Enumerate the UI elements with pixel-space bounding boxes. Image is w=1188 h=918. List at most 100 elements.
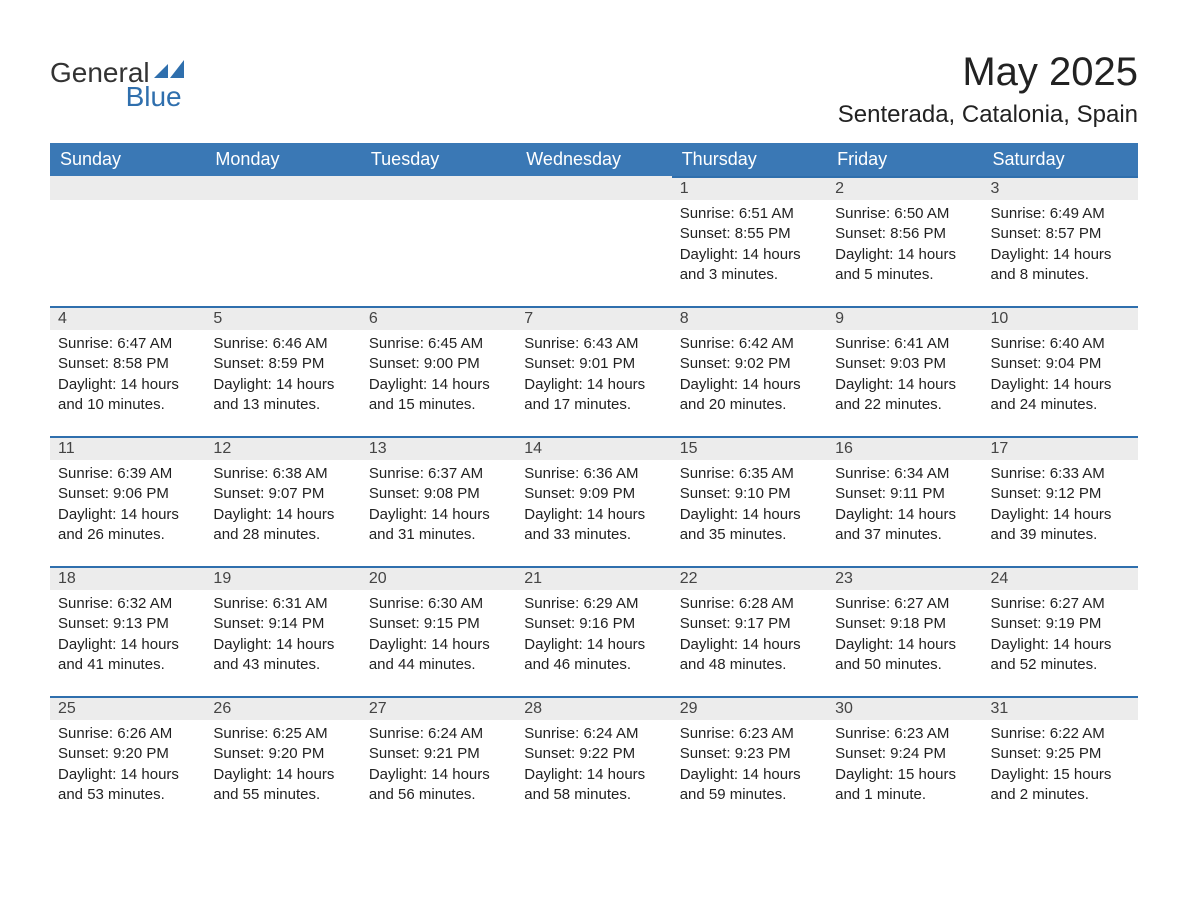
day-details: Sunrise: 6:31 AMSunset: 9:14 PMDaylight:…	[205, 590, 360, 683]
calendar-cell	[50, 176, 205, 306]
sunset-text: Sunset: 9:03 PM	[835, 354, 974, 374]
day-details: Sunrise: 6:24 AMSunset: 9:21 PMDaylight:…	[361, 720, 516, 813]
daylight-text: Daylight: 14 hours and 55 minutes.	[213, 765, 352, 806]
sunset-text: Sunset: 9:17 PM	[680, 614, 819, 634]
sunset-text: Sunset: 8:58 PM	[58, 354, 197, 374]
sunrise-text: Sunrise: 6:35 AM	[680, 464, 819, 484]
empty-day	[361, 176, 516, 200]
sunrise-text: Sunrise: 6:36 AM	[524, 464, 663, 484]
calendar-cell: 30Sunrise: 6:23 AMSunset: 9:24 PMDayligh…	[827, 696, 982, 826]
sunset-text: Sunset: 9:11 PM	[835, 484, 974, 504]
sunset-text: Sunset: 8:56 PM	[835, 224, 974, 244]
daylight-text: Daylight: 14 hours and 59 minutes.	[680, 765, 819, 806]
calendar-cell: 5Sunrise: 6:46 AMSunset: 8:59 PMDaylight…	[205, 306, 360, 436]
daylight-text: Daylight: 14 hours and 10 minutes.	[58, 375, 197, 416]
calendar-cell: 2Sunrise: 6:50 AMSunset: 8:56 PMDaylight…	[827, 176, 982, 306]
calendar-cell	[516, 176, 671, 306]
day-details: Sunrise: 6:29 AMSunset: 9:16 PMDaylight:…	[516, 590, 671, 683]
day-number: 22	[672, 566, 827, 590]
sunrise-text: Sunrise: 6:24 AM	[369, 724, 508, 744]
daylight-text: Daylight: 14 hours and 52 minutes.	[991, 635, 1130, 676]
daylight-text: Daylight: 14 hours and 41 minutes.	[58, 635, 197, 676]
logo: General Blue	[50, 55, 184, 111]
daylight-text: Daylight: 14 hours and 43 minutes.	[213, 635, 352, 676]
day-details: Sunrise: 6:39 AMSunset: 9:06 PMDaylight:…	[50, 460, 205, 553]
header: May 2025 Senterada, Catalonia, Spain	[50, 50, 1138, 129]
day-details: Sunrise: 6:50 AMSunset: 8:56 PMDaylight:…	[827, 200, 982, 293]
day-number: 9	[827, 306, 982, 330]
sunrise-text: Sunrise: 6:51 AM	[680, 204, 819, 224]
daylight-text: Daylight: 14 hours and 20 minutes.	[680, 375, 819, 416]
daylight-text: Daylight: 15 hours and 2 minutes.	[991, 765, 1130, 806]
day-details: Sunrise: 6:40 AMSunset: 9:04 PMDaylight:…	[983, 330, 1138, 423]
day-number: 16	[827, 436, 982, 460]
sunrise-text: Sunrise: 6:46 AM	[213, 334, 352, 354]
sunset-text: Sunset: 8:55 PM	[680, 224, 819, 244]
sunrise-text: Sunrise: 6:24 AM	[524, 724, 663, 744]
day-number: 25	[50, 696, 205, 720]
calendar-cell: 3Sunrise: 6:49 AMSunset: 8:57 PMDaylight…	[983, 176, 1138, 306]
day-number: 8	[672, 306, 827, 330]
day-details: Sunrise: 6:38 AMSunset: 9:07 PMDaylight:…	[205, 460, 360, 553]
calendar-cell: 15Sunrise: 6:35 AMSunset: 9:10 PMDayligh…	[672, 436, 827, 566]
sunrise-text: Sunrise: 6:32 AM	[58, 594, 197, 614]
day-details: Sunrise: 6:36 AMSunset: 9:09 PMDaylight:…	[516, 460, 671, 553]
sunset-text: Sunset: 8:59 PM	[213, 354, 352, 374]
weekday-header-row: Sunday Monday Tuesday Wednesday Thursday…	[50, 143, 1138, 176]
sunrise-text: Sunrise: 6:27 AM	[991, 594, 1130, 614]
day-details: Sunrise: 6:49 AMSunset: 8:57 PMDaylight:…	[983, 200, 1138, 293]
empty-day	[516, 176, 671, 200]
day-number: 28	[516, 696, 671, 720]
sunset-text: Sunset: 9:09 PM	[524, 484, 663, 504]
sunrise-text: Sunrise: 6:39 AM	[58, 464, 197, 484]
calendar-cell: 20Sunrise: 6:30 AMSunset: 9:15 PMDayligh…	[361, 566, 516, 696]
day-details: Sunrise: 6:33 AMSunset: 9:12 PMDaylight:…	[983, 460, 1138, 553]
daylight-text: Daylight: 14 hours and 50 minutes.	[835, 635, 974, 676]
daylight-text: Daylight: 14 hours and 39 minutes.	[991, 505, 1130, 546]
calendar-week-row: 1Sunrise: 6:51 AMSunset: 8:55 PMDaylight…	[50, 176, 1138, 306]
sunset-text: Sunset: 8:57 PM	[991, 224, 1130, 244]
day-number: 2	[827, 176, 982, 200]
day-details: Sunrise: 6:24 AMSunset: 9:22 PMDaylight:…	[516, 720, 671, 813]
calendar-cell: 19Sunrise: 6:31 AMSunset: 9:14 PMDayligh…	[205, 566, 360, 696]
sunrise-text: Sunrise: 6:22 AM	[991, 724, 1130, 744]
sunrise-text: Sunrise: 6:42 AM	[680, 334, 819, 354]
sunset-text: Sunset: 9:13 PM	[58, 614, 197, 634]
calendar-cell	[361, 176, 516, 306]
sunrise-text: Sunrise: 6:23 AM	[835, 724, 974, 744]
calendar-cell: 23Sunrise: 6:27 AMSunset: 9:18 PMDayligh…	[827, 566, 982, 696]
calendar-cell: 26Sunrise: 6:25 AMSunset: 9:20 PMDayligh…	[205, 696, 360, 826]
day-details: Sunrise: 6:23 AMSunset: 9:23 PMDaylight:…	[672, 720, 827, 813]
sunrise-text: Sunrise: 6:26 AM	[58, 724, 197, 744]
day-details: Sunrise: 6:43 AMSunset: 9:01 PMDaylight:…	[516, 330, 671, 423]
calendar-cell: 1Sunrise: 6:51 AMSunset: 8:55 PMDaylight…	[672, 176, 827, 306]
day-details: Sunrise: 6:37 AMSunset: 9:08 PMDaylight:…	[361, 460, 516, 553]
day-number: 4	[50, 306, 205, 330]
daylight-text: Daylight: 14 hours and 53 minutes.	[58, 765, 197, 806]
calendar-cell: 13Sunrise: 6:37 AMSunset: 9:08 PMDayligh…	[361, 436, 516, 566]
daylight-text: Daylight: 14 hours and 26 minutes.	[58, 505, 197, 546]
weekday-header: Wednesday	[516, 143, 671, 176]
day-number: 19	[205, 566, 360, 590]
calendar-cell: 12Sunrise: 6:38 AMSunset: 9:07 PMDayligh…	[205, 436, 360, 566]
day-details: Sunrise: 6:23 AMSunset: 9:24 PMDaylight:…	[827, 720, 982, 813]
sunset-text: Sunset: 9:20 PM	[213, 744, 352, 764]
daylight-text: Daylight: 14 hours and 33 minutes.	[524, 505, 663, 546]
day-details: Sunrise: 6:47 AMSunset: 8:58 PMDaylight:…	[50, 330, 205, 423]
sunrise-text: Sunrise: 6:37 AM	[369, 464, 508, 484]
empty-day	[205, 176, 360, 200]
day-details: Sunrise: 6:25 AMSunset: 9:20 PMDaylight:…	[205, 720, 360, 813]
daylight-text: Daylight: 14 hours and 48 minutes.	[680, 635, 819, 676]
sunrise-text: Sunrise: 6:31 AM	[213, 594, 352, 614]
day-details: Sunrise: 6:46 AMSunset: 8:59 PMDaylight:…	[205, 330, 360, 423]
calendar-cell: 4Sunrise: 6:47 AMSunset: 8:58 PMDaylight…	[50, 306, 205, 436]
sunset-text: Sunset: 9:02 PM	[680, 354, 819, 374]
sunset-text: Sunset: 9:00 PM	[369, 354, 508, 374]
day-number: 12	[205, 436, 360, 460]
logo-triangle-icon	[154, 55, 184, 83]
calendar-cell: 18Sunrise: 6:32 AMSunset: 9:13 PMDayligh…	[50, 566, 205, 696]
daylight-text: Daylight: 14 hours and 35 minutes.	[680, 505, 819, 546]
day-details: Sunrise: 6:51 AMSunset: 8:55 PMDaylight:…	[672, 200, 827, 293]
day-number: 27	[361, 696, 516, 720]
day-details: Sunrise: 6:27 AMSunset: 9:18 PMDaylight:…	[827, 590, 982, 683]
